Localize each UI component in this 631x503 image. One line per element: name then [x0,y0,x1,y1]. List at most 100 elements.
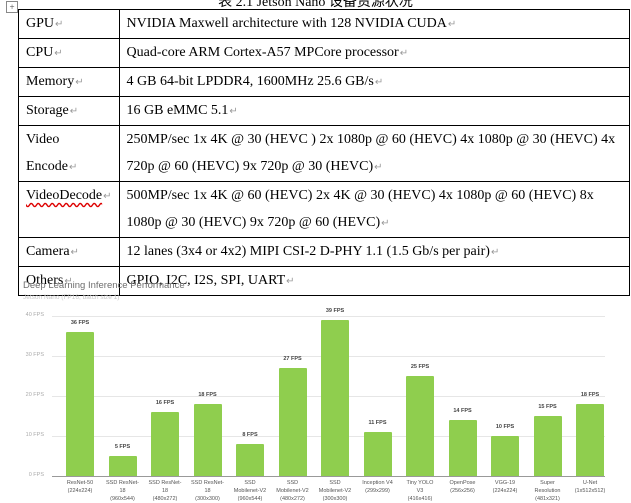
x-tick-label: Inception V4 (299x299) [348,479,408,495]
spec-key: Camera [26,244,70,259]
x-tick-line: V3 [416,488,424,494]
x-tick-line: SSD [286,480,299,486]
spec-key: CPU [26,45,54,60]
spec-value: 250MP/sec 1x 4K @ 30 (HEVC ) 2x 1080p @ … [126,132,616,174]
paragraph-mark-icon: ↵ [490,247,500,258]
bar-value-label: 11 FPS [368,420,387,426]
spec-key-cell[interactable]: Camera↵ [18,237,120,267]
bar [363,432,392,476]
bar-value-label: 16 FPS [155,400,175,406]
paragraph-mark-icon: ↵ [381,218,390,229]
x-tick-line: Tiny YOLO [406,480,434,486]
paragraph-mark-icon: ↵ [70,247,79,258]
x-tick-line: 18 [161,488,169,494]
bar-value-label: 39 FPS [325,308,345,314]
bar [491,436,519,476]
x-tick-line: SSD ResNet- [148,480,182,486]
paragraph-mark-icon: ↵ [447,19,457,30]
paragraph-mark-icon: ↵ [374,162,383,173]
paragraph-mark-icon: ↵ [69,106,79,117]
x-tick-line: (224x224) [67,488,93,494]
paragraph-mark-icon: ↵ [399,48,409,59]
bar [278,368,307,476]
x-tick-line: Resolution [534,488,561,494]
table-move-handle-icon[interactable]: + [6,1,18,13]
spec-value: Quad-core ARM Cortex-A57 MPCore processo… [126,45,399,60]
x-tick-line: SSD ResNet- [190,480,224,486]
bar-value-label: 18 FPS [198,392,217,398]
spec-value: 4 GB 64-bit LPDDR4, 1600MHz 25.6 GB/s [126,74,374,89]
bar [321,320,349,476]
x-tick-line: (300x300) [195,496,220,502]
spec-row: Video Encode↵ 250MP/sec 1x 4K @ 30 (HEVC … [18,125,631,182]
y-tick-label: 30 FPS [25,352,44,358]
spec-key-cell[interactable]: GPU↵ [18,9,120,39]
paragraph-mark-icon: ↵ [286,276,295,287]
x-tick-line: (300x300) [322,496,348,502]
bar [151,412,179,476]
x-tick-line: (480x272) [152,496,178,502]
x-tick-line: VGG-19 [494,480,516,486]
bar [533,416,562,476]
spec-value-cell[interactable]: 4 GB 64-bit LPDDR4, 1600MHz 25.6 GB/s↵ [118,67,631,97]
x-tick-line: (256x256) [450,488,475,494]
bar-value-label: 27 FPS [283,356,302,362]
bar [236,444,264,476]
paragraph-mark-icon: ↵ [75,77,84,88]
x-tick-line: (416x416) [407,496,433,502]
bar-value-label: 18 FPS [580,392,600,398]
paragraph-mark-icon: ↵ [103,191,112,202]
x-tick-label: SSD Mobilenet-V2 (960x544) [220,479,280,503]
spec-key-cell[interactable]: Others↵ [18,266,120,296]
spec-value-cell[interactable]: 250MP/sec 1x 4K @ 30 (HEVC ) 2x 1080p @ … [118,125,631,182]
y-tick-label: 20 FPS [25,392,44,398]
x-tick-label: U-Net (1x512x512) [560,479,620,495]
spec-value-cell[interactable]: Quad-core ARM Cortex-A57 MPCore processo… [118,38,631,68]
paragraph-mark-icon: ↵ [64,276,73,287]
spec-value-cell[interactable]: 500MP/sec 1x 4K @ 60 (HEVC) 2x 4K @ 30 (… [118,181,631,238]
inference-chart: Deep Learning Inference Performance Jets… [0,278,631,503]
spec-key-cell[interactable]: Video Encode↵ [18,125,120,182]
x-tick-line: U-Net [582,480,598,486]
spec-value: 12 lanes (3x4 or 4x2) MIPI CSI-2 D-PHY 1… [126,244,490,259]
x-tick-line: SSD [329,480,341,486]
spec-row: GPU↵ NVIDIA Maxwell architecture with 128… [18,9,631,39]
bar [193,404,222,476]
spec-row: Storage↵ 16 GB eMMC 5.1↵ [18,96,631,126]
spec-value-cell[interactable]: GPIO, I2C, I2S, SPI, UART↵ [118,266,631,296]
spec-key: VideoDecode [26,188,103,203]
x-tick-label: SSD Mobilenet-V2 (300x300) [305,479,365,503]
x-tick-line: SSD ResNet- [105,480,139,486]
x-tick-line: (481x321) [535,496,560,502]
x-tick-line: (960x544) [237,496,263,502]
x-tick-line: (299x299) [365,488,390,494]
x-tick-line: Inception V4 [362,480,393,486]
x-tick-line: Mobilenet-V2 [233,488,267,494]
spec-key-cell[interactable]: Memory↵ [18,67,120,97]
plot-area: 0 FPS 10 FPS 20 FPS 30 FPS 40 FPS 36 FPS ResNe… [26,308,606,502]
spec-key-cell[interactable]: Storage↵ [18,96,120,126]
x-tick-label: SSD Mobilenet-V2 (480x272) [263,479,323,503]
paragraph-mark-icon: ↵ [55,19,64,30]
bar [448,420,477,476]
spec-value-cell[interactable]: NVIDIA Maxwell architecture with 128 NVI… [118,9,631,39]
x-tick-line: (224x224) [492,488,518,494]
spec-key-cell[interactable]: VideoDecode↵ [18,181,120,238]
x-tick-label: SSD ResNet- 18 (300x300) [178,479,238,503]
bar-value-label: 5 FPS [114,444,131,450]
paragraph-mark-icon: ↵ [374,77,384,88]
paragraph-mark-icon: ↵ [68,162,78,173]
spec-value-cell[interactable]: 16 GB eMMC 5.1↵ [118,96,631,126]
x-tick-label: VGG-19 (224x224) [475,479,535,495]
x-tick-label: Tiny YOLO V3 (416x416) [390,479,450,503]
bar-value-label: 8 FPS [242,432,258,438]
gridline [52,316,605,317]
x-tick-line: Mobilenet-V2 [318,488,352,494]
spec-value-cell[interactable]: 12 lanes (3x4 or 4x2) MIPI CSI-2 D-PHY 1… [118,237,631,267]
chart-title: Deep Learning Inference Performance [23,280,185,291]
spec-key-cell[interactable]: CPU↵ [18,38,120,68]
bar [576,404,604,476]
x-tick-line: (480x272) [280,496,305,502]
x-tick-line: 18 [204,488,211,494]
spec-value: 500MP/sec 1x 4K @ 60 (HEVC) 2x 4K @ 30 (… [126,188,594,230]
